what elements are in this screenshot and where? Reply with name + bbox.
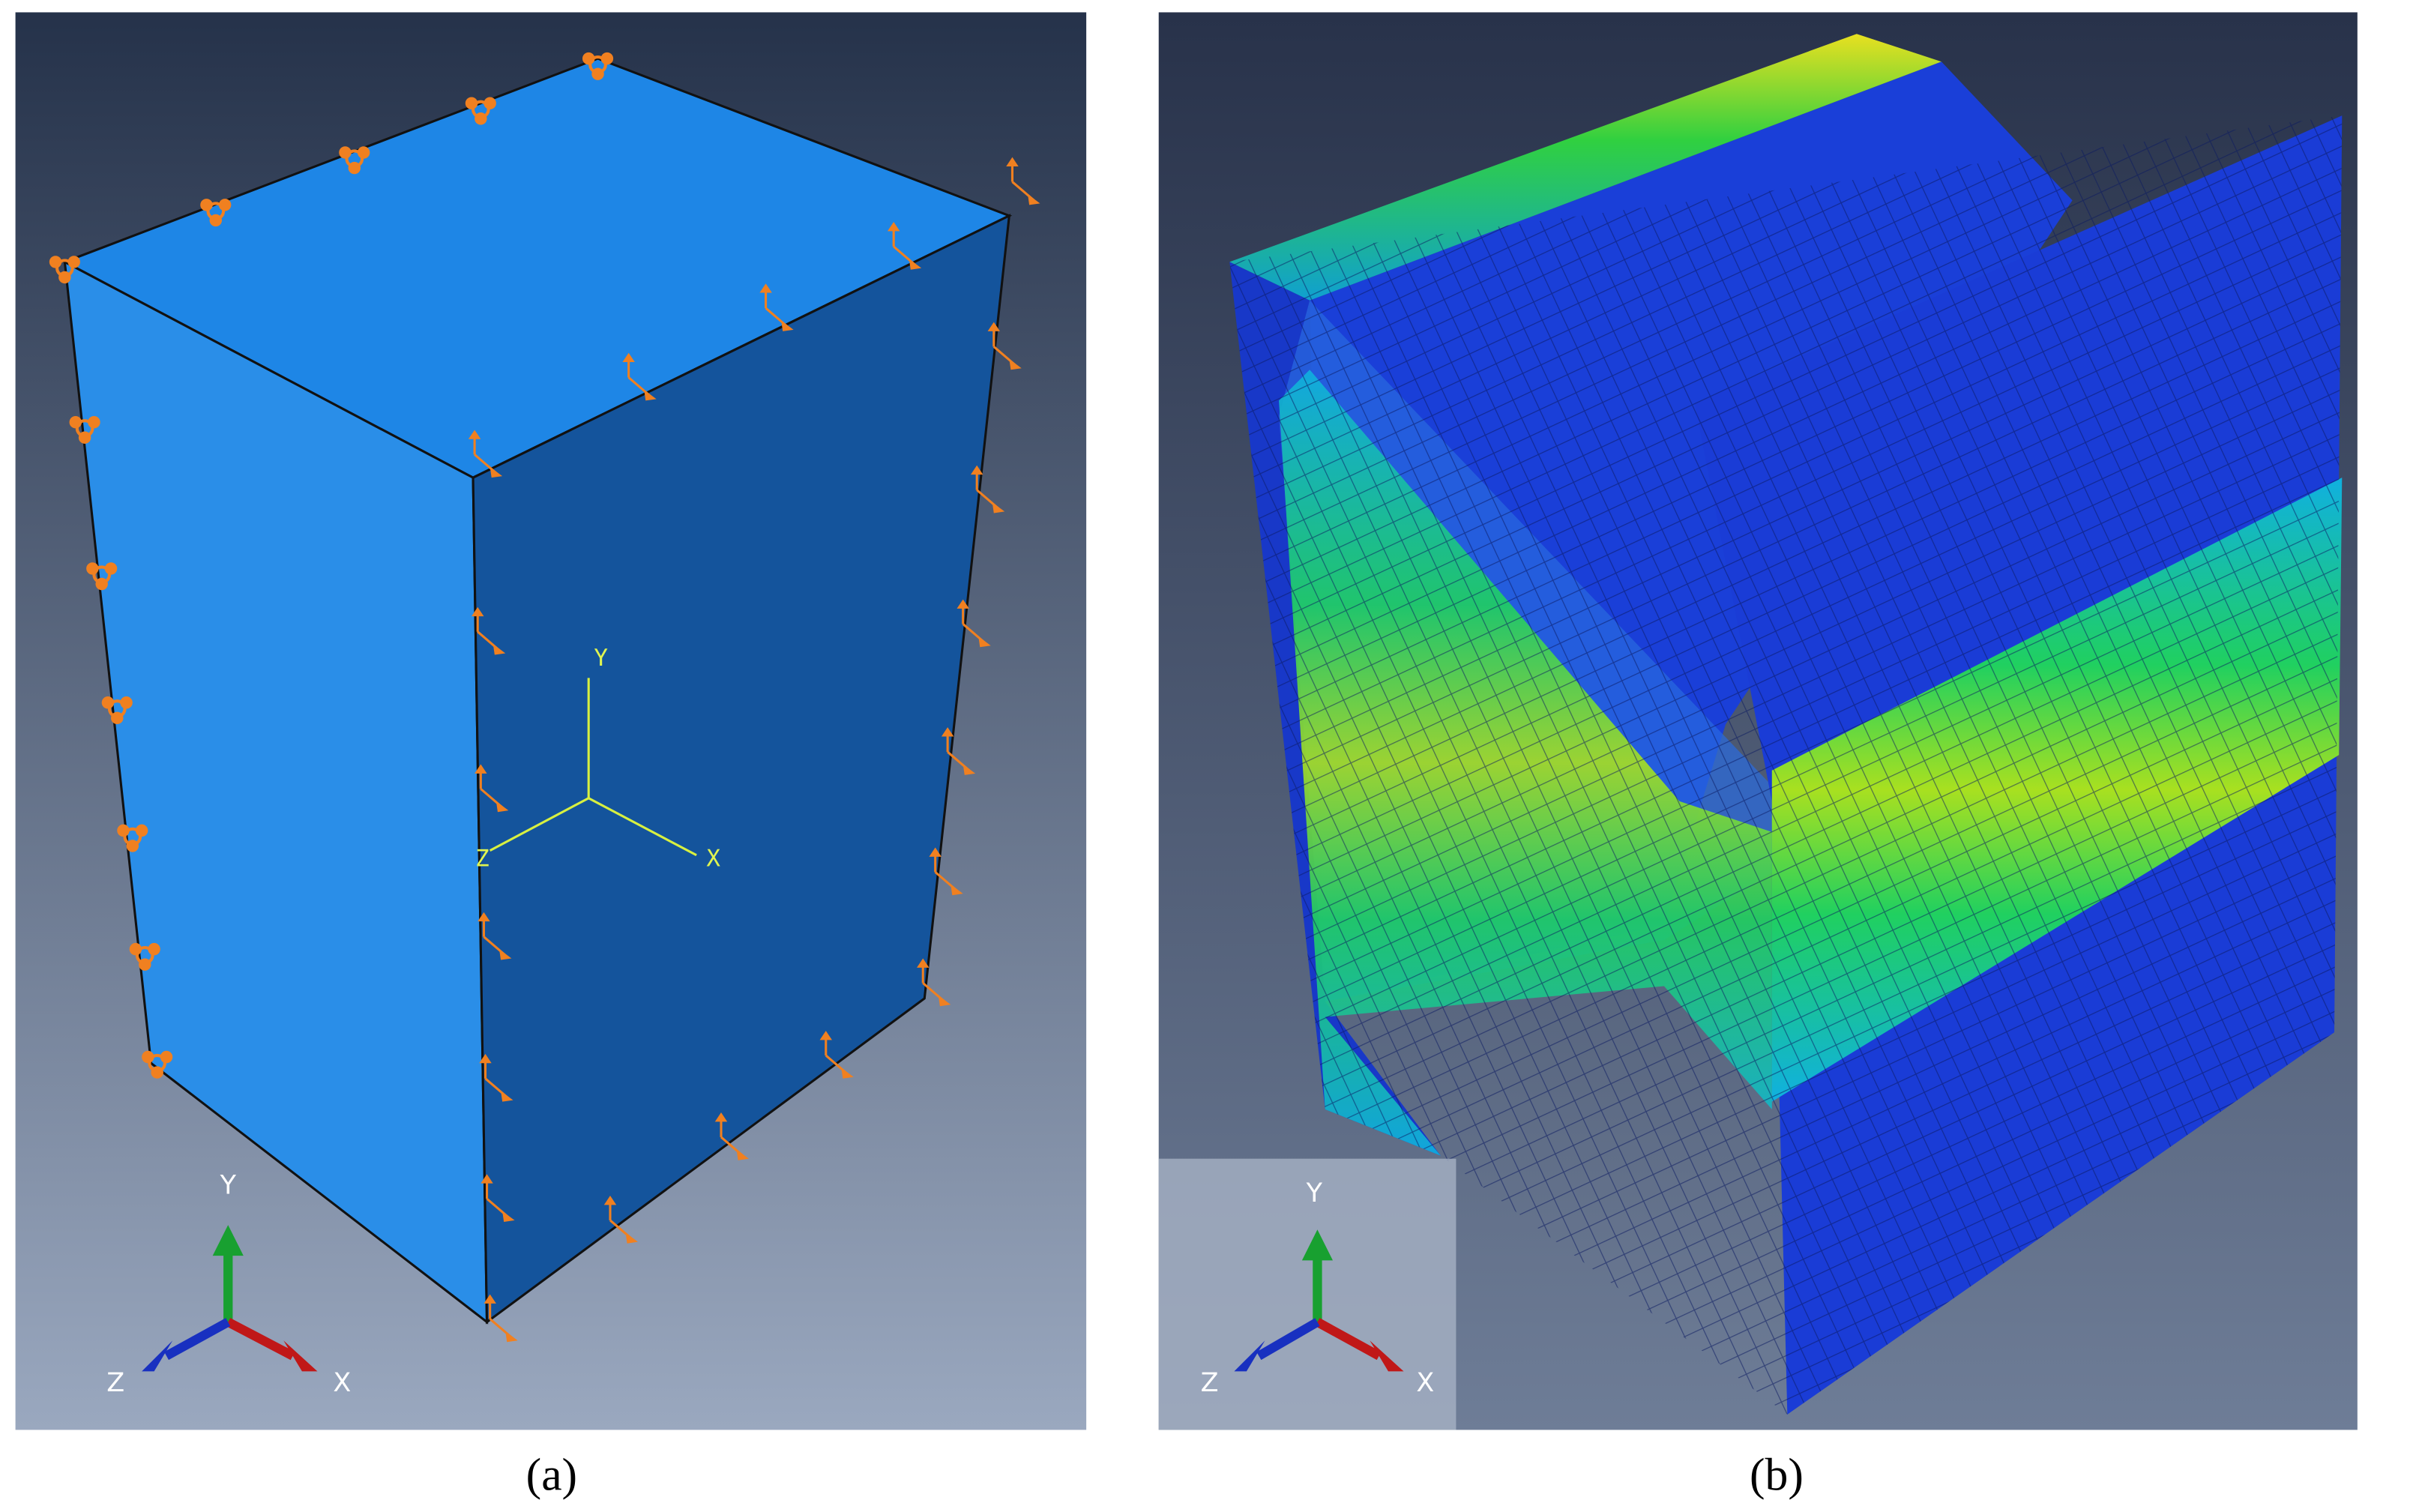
caption: (a) bbox=[526, 1449, 577, 1500]
panel-a: Y X Z Y Z X (a) bbox=[15, 12, 1087, 1500]
triad-label: X bbox=[1416, 1368, 1434, 1398]
deformed-model bbox=[1229, 34, 2343, 1415]
triad-label: Y bbox=[1306, 1178, 1323, 1208]
panel-b: Y Z X (b) bbox=[1158, 12, 2358, 1500]
triad-label: X bbox=[333, 1368, 351, 1398]
triad: Y Z X bbox=[1201, 1178, 1435, 1398]
csys-label: X bbox=[706, 845, 720, 872]
csys-label: Y bbox=[594, 645, 608, 672]
caption: (b) bbox=[1750, 1449, 1804, 1500]
right-face bbox=[472, 214, 1011, 1325]
triad-box bbox=[1158, 1158, 1456, 1430]
triad-label: Z bbox=[106, 1368, 124, 1398]
triad: Y Z X bbox=[106, 1171, 351, 1398]
csys-label: Z bbox=[475, 845, 489, 872]
local-csys: Y X Z bbox=[475, 645, 720, 872]
triad-label: Y bbox=[220, 1171, 237, 1201]
triad-label: Z bbox=[1201, 1368, 1219, 1398]
